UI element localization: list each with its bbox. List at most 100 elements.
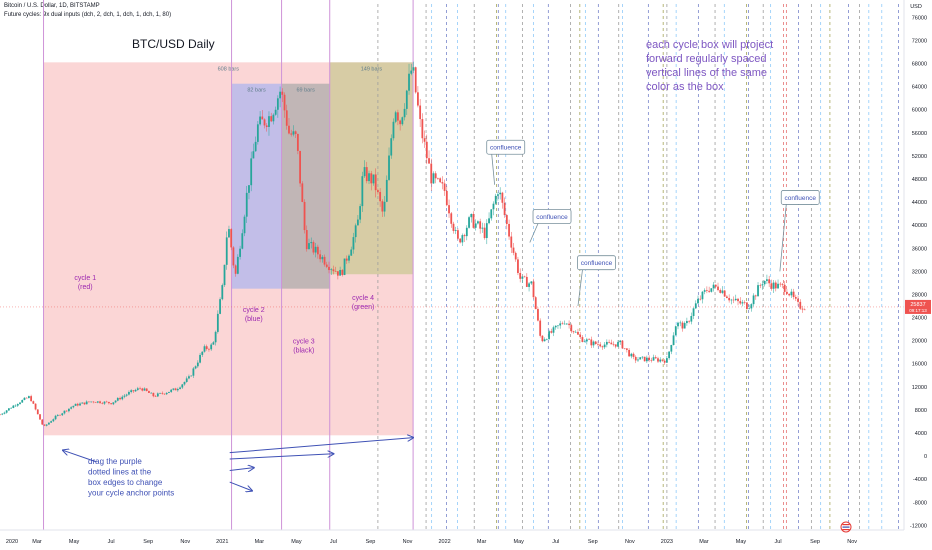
candle-body xyxy=(281,91,284,95)
candle-body xyxy=(32,401,35,404)
candle-body xyxy=(39,414,41,420)
y-tick-label: 12000 xyxy=(912,385,927,391)
cycle-box-2 xyxy=(231,83,282,289)
candle-body xyxy=(619,340,622,343)
candle-body xyxy=(63,410,66,414)
candle-body xyxy=(786,291,788,294)
candle-body xyxy=(301,183,304,202)
candle-body xyxy=(123,395,126,397)
candle-body xyxy=(479,221,482,229)
candle-body xyxy=(405,90,408,109)
y-tick-label: 72000 xyxy=(912,38,927,44)
candle-body xyxy=(537,309,539,321)
candle-body xyxy=(103,401,106,404)
drag-arrow xyxy=(229,481,252,491)
candle-body xyxy=(726,296,728,299)
candle-body xyxy=(139,388,141,389)
y-tick-label: -12000 xyxy=(910,523,927,529)
candle-body xyxy=(759,285,762,286)
candle-body xyxy=(425,141,428,159)
candle-body xyxy=(299,150,301,184)
candle-body xyxy=(592,341,595,346)
y-tick-label: 48000 xyxy=(912,177,927,183)
candle-body xyxy=(348,255,350,261)
candle-body xyxy=(190,375,193,377)
candle-body xyxy=(530,281,533,284)
candle-body xyxy=(363,167,366,177)
candle-body xyxy=(674,326,677,336)
candle-body xyxy=(188,376,190,379)
x-tick-label: May xyxy=(736,539,747,545)
callout-pointer xyxy=(779,204,787,272)
annotation-top-line: each cycle box will project xyxy=(646,39,773,51)
cycle-boxes: 608 bars 82 bars 69 bars 149 bars xyxy=(43,62,414,436)
candle-body xyxy=(590,339,593,346)
annotation-top-line: vertical lines of the same xyxy=(646,67,767,79)
candle-body xyxy=(708,290,711,292)
candle-body xyxy=(243,216,246,234)
y-tick-label: 52000 xyxy=(912,154,927,160)
candle-body xyxy=(543,339,546,342)
candle-body xyxy=(159,392,161,394)
candle-body xyxy=(645,357,648,362)
candle-body xyxy=(628,349,630,357)
candle-body xyxy=(777,283,779,289)
candle-body xyxy=(54,415,57,420)
candle-body xyxy=(45,424,48,426)
candle-body xyxy=(457,230,459,239)
candle-body xyxy=(27,396,30,399)
x-tick-label: 2022 xyxy=(438,539,450,545)
candle-body xyxy=(483,227,486,239)
candle-body xyxy=(508,223,510,237)
candle-body xyxy=(772,282,775,289)
candle-body xyxy=(541,335,544,342)
candle-body xyxy=(210,344,213,350)
flag-stripe xyxy=(842,524,850,526)
cycle-box-bars-label: 608 bars xyxy=(218,66,240,72)
candle-body xyxy=(388,155,390,180)
candle-body xyxy=(288,125,290,134)
candle-body xyxy=(485,223,488,239)
candle-body xyxy=(797,298,799,302)
candle-body xyxy=(321,256,324,260)
candle-body xyxy=(672,335,675,345)
indicator-line[interactable]: Future cycles: 9x dual inputs (dch, 2, d… xyxy=(4,12,172,18)
candle-body xyxy=(397,112,399,121)
candle-body xyxy=(272,114,275,122)
symbol-line[interactable]: Bitcoin / U.S. Dollar, 1D, BITSTAMP xyxy=(4,3,100,9)
candle-body xyxy=(356,219,359,226)
candle-body xyxy=(345,258,348,261)
candle-body xyxy=(637,359,639,361)
flag-stripe xyxy=(842,529,850,531)
candle-body xyxy=(803,309,806,311)
candle-body xyxy=(254,141,257,152)
candle-body xyxy=(114,400,117,403)
y-tick-label: 0 xyxy=(924,454,927,460)
confluence-callout-text: confluence xyxy=(490,145,522,152)
candle-body xyxy=(559,323,562,326)
candle-body xyxy=(354,225,357,238)
candle-body xyxy=(368,173,370,182)
candle-body xyxy=(608,341,610,343)
candle-body xyxy=(401,117,404,125)
candle-body xyxy=(565,323,568,325)
x-tick-label: May xyxy=(513,539,524,545)
drag-arrow xyxy=(229,438,413,454)
candle-body xyxy=(259,116,261,125)
candle-body xyxy=(96,401,99,403)
candle-body xyxy=(194,366,197,369)
candle-body xyxy=(685,321,688,324)
candle-body xyxy=(92,401,95,403)
candle-body xyxy=(156,393,159,397)
candle-body xyxy=(710,288,713,292)
candle-body xyxy=(312,242,315,253)
candle-body xyxy=(181,384,184,388)
candle-body xyxy=(52,419,55,422)
candle-body xyxy=(256,124,259,142)
confluence-callout-box xyxy=(577,255,616,271)
candle-body xyxy=(557,325,559,327)
candle-body xyxy=(343,258,346,276)
candle-body xyxy=(630,353,633,357)
candle-body xyxy=(341,269,344,276)
